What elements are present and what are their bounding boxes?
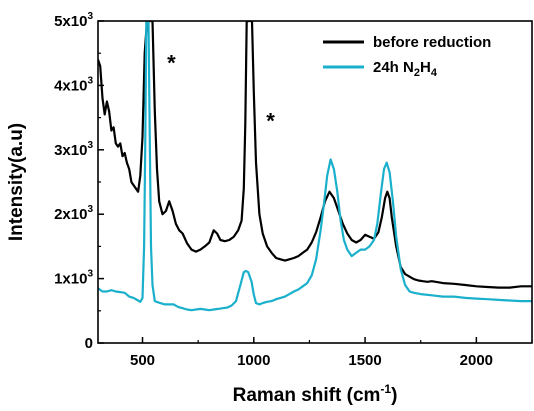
y-tick-label: 3x103 (54, 140, 93, 159)
legend-label-24h-n2h4: 24h N2H4 (373, 59, 438, 79)
y-tick-label: 4x103 (54, 75, 93, 94)
y-axis-ticks: 0 1x103 2x103 3x103 4x103 5x103 (54, 11, 104, 352)
annotations: ** (167, 50, 275, 133)
legend: before reduction 24h N2H4 (323, 34, 491, 79)
x-axis-ticks: 500 1000 1500 2000 (130, 337, 533, 369)
x-tick-label: 1000 (237, 352, 270, 369)
x-tick-label: 500 (130, 352, 155, 369)
legend-label-before-reduction: before reduction (373, 34, 491, 51)
series-line-before-reduction (98, 21, 532, 289)
y-axis-title: Intensity(a.u) (6, 123, 27, 241)
series-layer (98, 21, 532, 312)
y-tick-label: 2x103 (54, 204, 93, 223)
y-tick-label: 0 (85, 335, 93, 352)
x-tick-label: 1500 (348, 352, 381, 369)
x-tick-label: 2000 (460, 352, 493, 369)
y-tick-label: 5x103 (54, 11, 93, 30)
peak-asterisk: * (167, 50, 176, 75)
y-tick-label: 1x103 (54, 269, 93, 288)
x-axis-title: Raman shift (cm-1) (233, 382, 398, 406)
series-line-24h-n2h4 (98, 21, 532, 312)
plot-frame (97, 20, 533, 344)
peak-asterisk: * (266, 108, 275, 133)
